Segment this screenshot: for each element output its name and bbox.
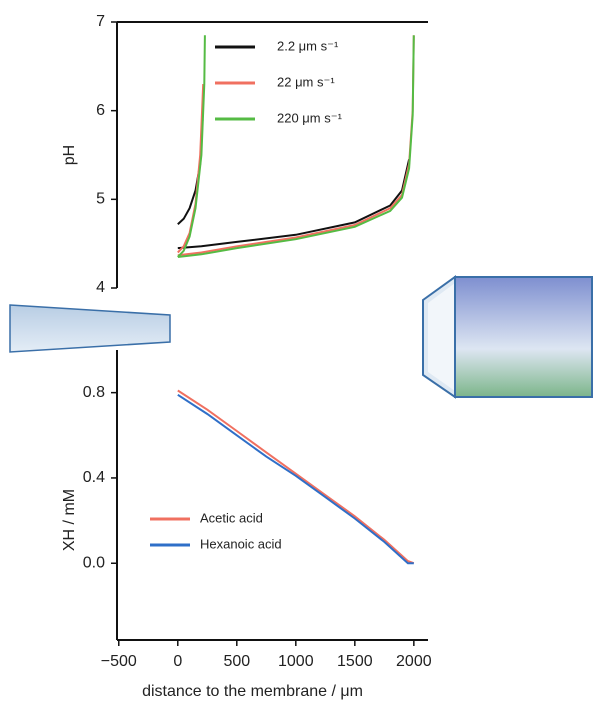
data-line [177, 393, 414, 565]
objective-lens [428, 283, 455, 391]
x-tick-label: 500 [223, 653, 250, 670]
x-tick-label: 0 [173, 653, 182, 670]
x-tick-label: 1500 [337, 653, 373, 670]
x-axis-label: distance to the membrane / μm [142, 683, 363, 700]
y-tick-label: 0.4 [83, 469, 105, 486]
legend-label: 2.2 μm s⁻¹ [277, 38, 339, 53]
legend: Acetic acid Hexanoic acid [150, 510, 282, 551]
y-axis-label: pH [61, 145, 78, 165]
objective-body [454, 276, 593, 398]
data-line [177, 35, 415, 257]
data-line [177, 119, 411, 250]
data-line [177, 35, 415, 258]
micropipette [9, 304, 171, 353]
legend-label: 22 μm s⁻¹ [277, 74, 335, 89]
y-tick-label: 4 [96, 279, 105, 296]
x-tick-label: −500 [101, 653, 137, 670]
legend: 2.2 μm s⁻¹ 22 μm s⁻¹ 220 μm s⁻¹ [215, 38, 343, 125]
legend-label: Acetic acid [200, 510, 263, 525]
legend-label: 220 μm s⁻¹ [277, 110, 343, 125]
y-axis-label: XH / mM [61, 489, 78, 551]
legend-label: Hexanoic acid [200, 536, 282, 551]
y-tick-label: 7 [96, 13, 105, 30]
x-tick-label: 1000 [278, 653, 314, 670]
x-tick-label: 2000 [396, 653, 432, 670]
y-tick-label: 0.0 [83, 554, 105, 571]
y-tick-label: 6 [96, 102, 105, 119]
y-tick-label: 5 [96, 191, 105, 208]
y-tick-label: 0.8 [83, 384, 105, 401]
data-line [177, 389, 415, 565]
